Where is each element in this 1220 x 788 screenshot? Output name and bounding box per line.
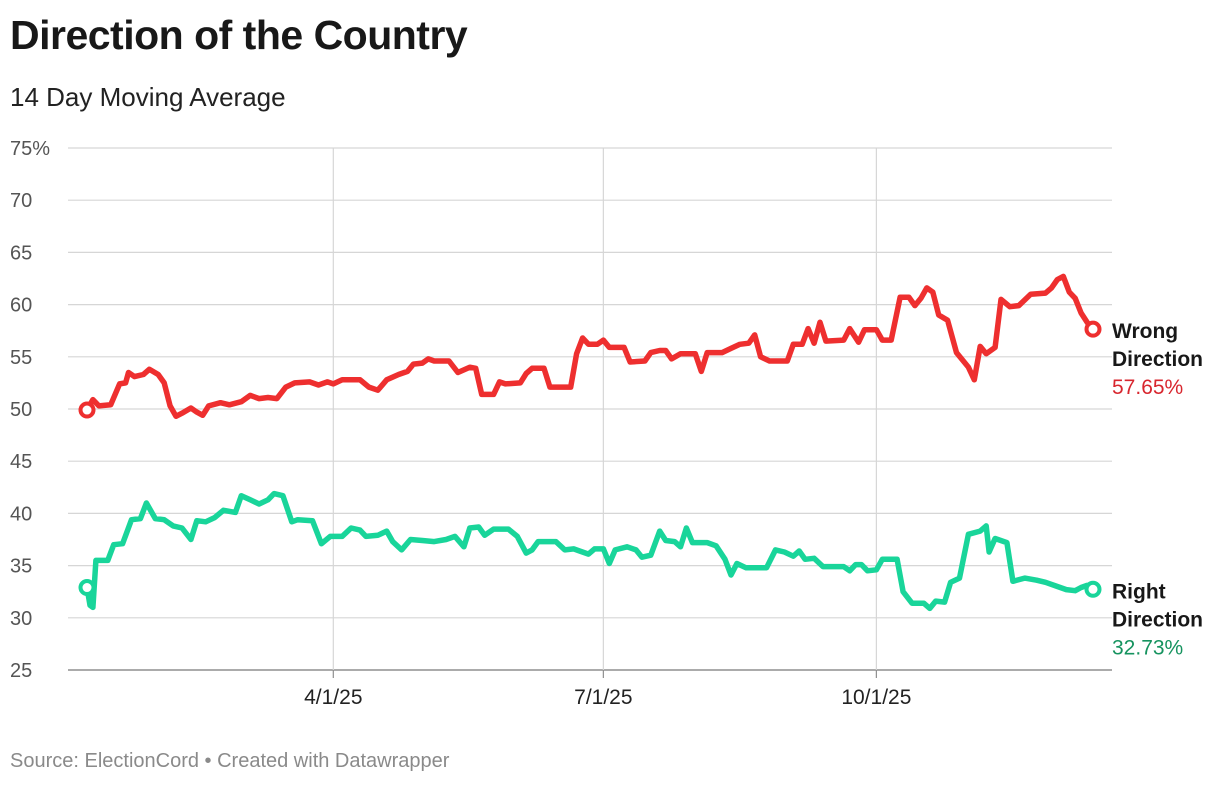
x-tick-label: 4/1/25: [304, 686, 362, 709]
y-tick-label: 65: [10, 242, 32, 264]
series-end-labels: Wrong Direction 57.65% Right Direction 32.73%: [1112, 320, 1203, 659]
y-tick-label: 70: [10, 190, 32, 212]
right-direction-end-marker: [1084, 580, 1102, 598]
right-direction-line: [84, 490, 1096, 612]
right-direction-value-label: 32.73%: [1112, 636, 1183, 659]
chart-subtitle: 14 Day Moving Average: [10, 82, 286, 112]
y-tick-label: 45: [10, 451, 32, 473]
y-tick-label: 75%: [10, 138, 50, 160]
y-tick-label: 35: [10, 556, 32, 578]
wrong-direction-line: [84, 273, 1096, 420]
y-tick-label: 60: [10, 295, 32, 317]
series-layer: [78, 273, 1102, 612]
right-direction-label: Direction: [1112, 608, 1203, 631]
chart-footer: Source: ElectionCord • Created with Data…: [10, 750, 450, 772]
wrong-direction-end-marker: [1084, 320, 1102, 338]
y-tick-label: 40: [10, 503, 32, 525]
wrong-direction-value-label: 57.65%: [1112, 376, 1183, 399]
wrong-direction-label: Wrong: [1112, 320, 1178, 343]
y-tick-label: 55: [10, 347, 32, 369]
y-tick-label: 50: [10, 399, 32, 421]
y-tick-label: 25: [10, 660, 32, 682]
wrong-direction-label: Direction: [1112, 348, 1203, 371]
x-gridlines: [332, 148, 877, 678]
right-direction-start-marker: [78, 579, 96, 597]
chart-title: Direction of the Country: [10, 12, 468, 58]
y-axis-ticks: 75% 70 65 60 55 50 45 40 35 30 25: [10, 138, 50, 682]
x-tick-label: 7/1/25: [574, 686, 632, 709]
wrong-direction-start-marker: [78, 401, 96, 419]
y-tick-label: 30: [10, 608, 32, 630]
right-direction-label: Right: [1112, 580, 1166, 603]
x-axis-ticks: 4/1/25 7/1/25 10/1/25: [304, 686, 911, 709]
x-tick-label: 10/1/25: [841, 686, 911, 709]
y-gridlines: [68, 147, 1112, 671]
